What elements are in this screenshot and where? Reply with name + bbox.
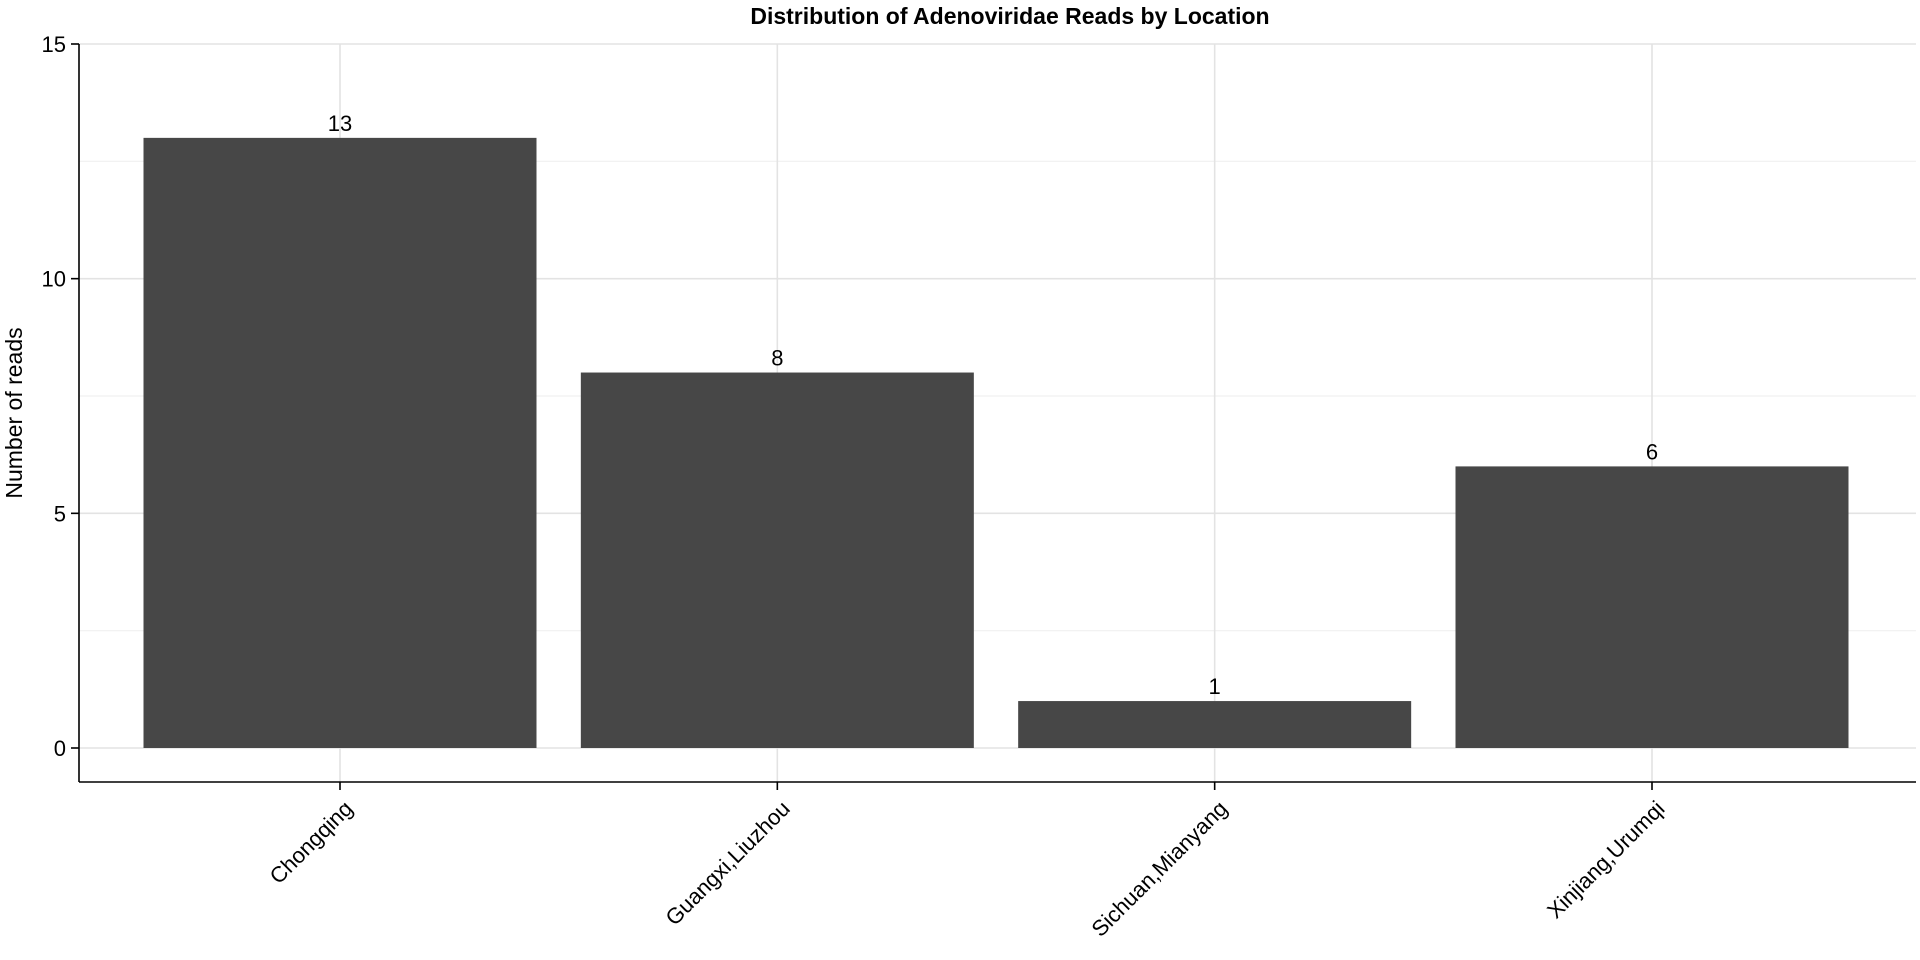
- y-tick-label-3: 15: [42, 32, 66, 57]
- x-tick-label-0: Chongqing: [265, 796, 358, 889]
- data-label-1: 8: [771, 346, 783, 371]
- x-tick-label-3: Xinjiang,Urumqi: [1542, 796, 1669, 923]
- bar-chongqing: [143, 137, 537, 748]
- data-label-3: 6: [1646, 439, 1658, 464]
- data-labels-layer: 13 8 1 6: [328, 111, 1658, 699]
- x-tick-label-2: Sichuan,Mianyang: [1087, 796, 1233, 942]
- x-tick-label-1: Guangxi,Liuzhou: [660, 796, 794, 930]
- bar-xinjiang-urumqi: [1455, 466, 1849, 748]
- y-tick-label-0: 0: [54, 736, 66, 761]
- chart-title: Distribution of Adenoviridae Reads by Lo…: [750, 3, 1269, 29]
- y-tick-label-2: 10: [42, 267, 66, 292]
- data-label-0: 13: [328, 111, 352, 136]
- y-axis-title: Number of reads: [1, 327, 27, 498]
- axes-layer: [78, 44, 1916, 783]
- bar-sichuan-mianyang: [1018, 701, 1412, 748]
- bars-layer: [143, 137, 1849, 748]
- bar-guangxi-liuzhou: [580, 372, 974, 748]
- y-tick-label-1: 5: [54, 501, 66, 526]
- data-label-2: 1: [1209, 674, 1221, 699]
